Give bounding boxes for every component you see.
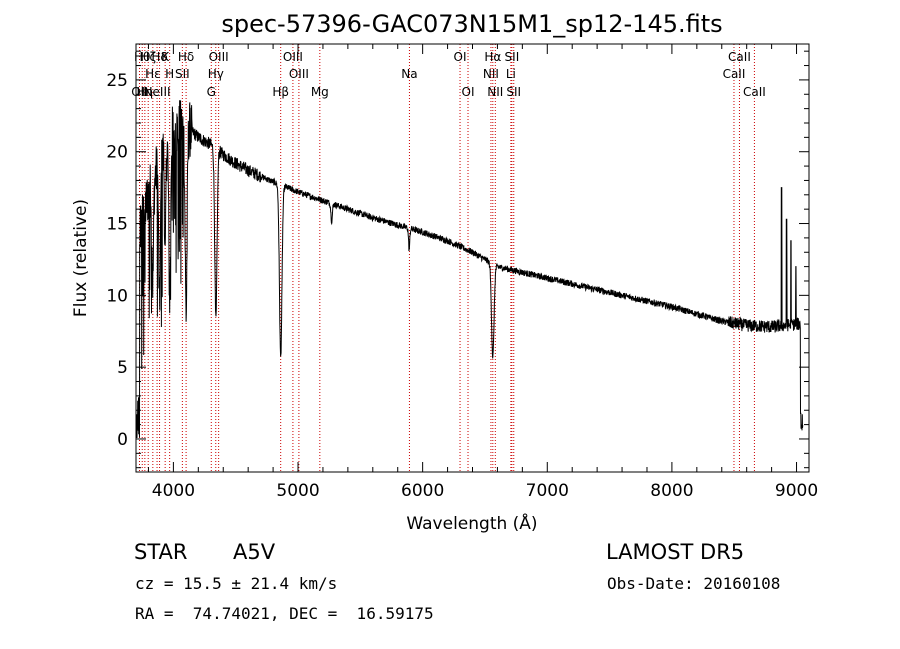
spectral-subclass: A5V: [233, 540, 276, 564]
x-tick-label: 7000: [526, 481, 569, 501]
survey-release: LAMOST DR5: [606, 540, 745, 564]
line-marker-label: Hδ: [151, 50, 167, 64]
y-tick-label: 5: [117, 358, 128, 378]
x-tick-label: 9000: [775, 481, 818, 501]
line-marker-label: Hδ: [178, 50, 194, 64]
line-marker-label: SII: [505, 50, 520, 64]
plot-frame: [135, 43, 810, 473]
spectrum-plot: spec-57396-GAC073N15M1_sp12-145.fits OII…: [71, 10, 818, 534]
chart-title: spec-57396-GAC073N15M1_sp12-145.fits: [221, 10, 722, 38]
line-marker-label: Hζ: [140, 50, 156, 64]
line-marker-label: OIII: [283, 50, 303, 64]
line-marker-label: SII: [506, 85, 521, 99]
line-marker-label: Hη: [137, 85, 154, 99]
line-marker-label: K: [161, 50, 170, 64]
redshift-value: cz = 15.5 ± 21.4 km/s: [135, 574, 338, 593]
line-marker-label: G: [207, 85, 216, 99]
line-marker-label: Hθ: [134, 50, 150, 64]
line-marker-label: OII: [131, 85, 148, 99]
x-tick-label: 5000: [276, 481, 319, 501]
x-tick-label: 6000: [401, 481, 444, 501]
line-marker-label: Hγ: [208, 67, 224, 81]
line-marker-label: CaII: [743, 85, 766, 99]
x-tick-label: 4000: [152, 481, 195, 501]
line-marker-label: Li: [506, 67, 516, 81]
line-marker-label: OI: [462, 85, 475, 99]
observation-date: Obs-Date: 20160108: [607, 574, 781, 593]
line-marker-label: Hα: [484, 50, 501, 64]
line-markers: [138, 44, 755, 472]
y-axis: 0 5 10 15 20 25: [106, 50, 809, 469]
x-tick-label: 8000: [650, 481, 693, 501]
line-marker-label: Hβ: [272, 85, 289, 99]
y-axis-label: Flux (relative): [71, 199, 91, 317]
spectrum-line: [135, 100, 804, 439]
x-axis: 4000 5000 6000 7000 8000 9000: [147, 44, 818, 501]
coordinates: RA = 74.74021, DEC = 16.59175: [135, 604, 434, 623]
line-marker-label: OIII: [209, 50, 229, 64]
line-marker-label: NII: [487, 85, 503, 99]
y-tick-label: 15: [106, 215, 128, 235]
line-marker-label: OIII: [289, 67, 309, 81]
line-marker-label: CaII: [728, 50, 751, 64]
line-marker-label: NeIII: [144, 85, 171, 99]
line-marker-label: Mg: [311, 85, 329, 99]
line-marker-label: CaII: [723, 67, 746, 81]
line-marker-label: SII: [175, 67, 190, 81]
y-tick-label: 20: [106, 143, 128, 163]
y-tick-label: 0: [117, 430, 128, 450]
line-marker-label: Hε: [145, 67, 161, 81]
y-tick-label: 25: [106, 71, 128, 91]
line-marker-label: OI: [454, 50, 467, 64]
object-class: STAR: [134, 540, 188, 564]
y-tick-label: 10: [106, 286, 128, 306]
line-marker-label: Na: [401, 67, 417, 81]
x-axis-label: Wavelength (Å): [406, 512, 537, 534]
line-marker-label: H: [165, 67, 174, 81]
line-marker-label: NII: [483, 67, 499, 81]
